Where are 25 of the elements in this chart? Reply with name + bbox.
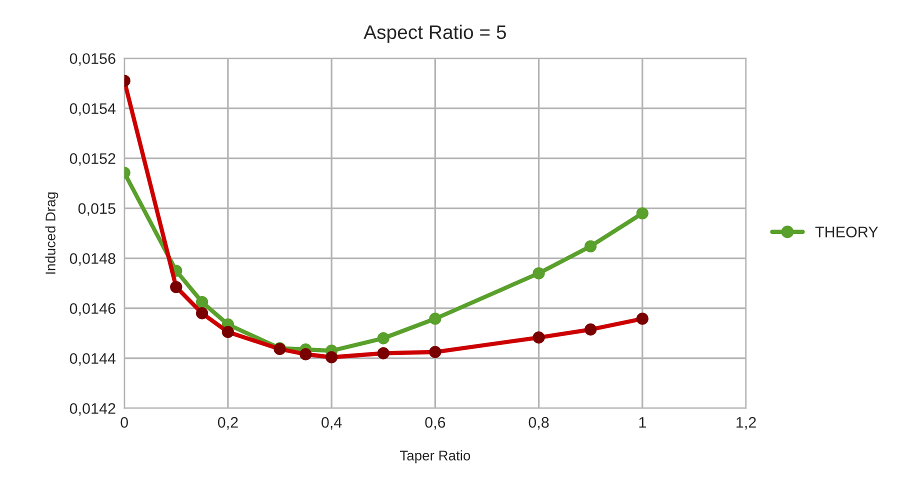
x-tick-label: 0,8	[528, 416, 549, 430]
x-tick-label: 0,2	[218, 416, 238, 430]
y-tick-label: 0,0152	[70, 153, 116, 166]
y-tick-label: 0,0154	[70, 103, 116, 116]
y-tick-label: 0,0148	[70, 253, 116, 266]
point	[429, 312, 442, 325]
point	[636, 207, 648, 220]
y-tick-label: 0,0146	[70, 303, 116, 316]
x-tick-label: 0,4	[322, 416, 342, 430]
chart-title: Aspect Ratio = 5	[364, 24, 506, 43]
y-tick-label: 0,015	[78, 203, 116, 216]
y-tick-label: 0,0142	[70, 403, 116, 416]
x-tick-label: 1	[639, 417, 646, 428]
point	[196, 296, 208, 308]
x-tick-label: 0	[120, 416, 128, 428]
y-tick-label: 0,0156	[70, 53, 116, 66]
x-axis-title: Taper Ratio	[400, 450, 470, 464]
x-tick-label: 1,2	[736, 416, 756, 430]
y-tick-label: 0,0144	[70, 353, 116, 366]
x-tick-label: 0,6	[425, 416, 446, 430]
legend-label: THEORY	[815, 226, 878, 238]
point	[377, 332, 390, 344]
point	[584, 240, 597, 252]
point	[532, 267, 545, 280]
y-axis-title: Induced Drag	[45, 192, 58, 274]
